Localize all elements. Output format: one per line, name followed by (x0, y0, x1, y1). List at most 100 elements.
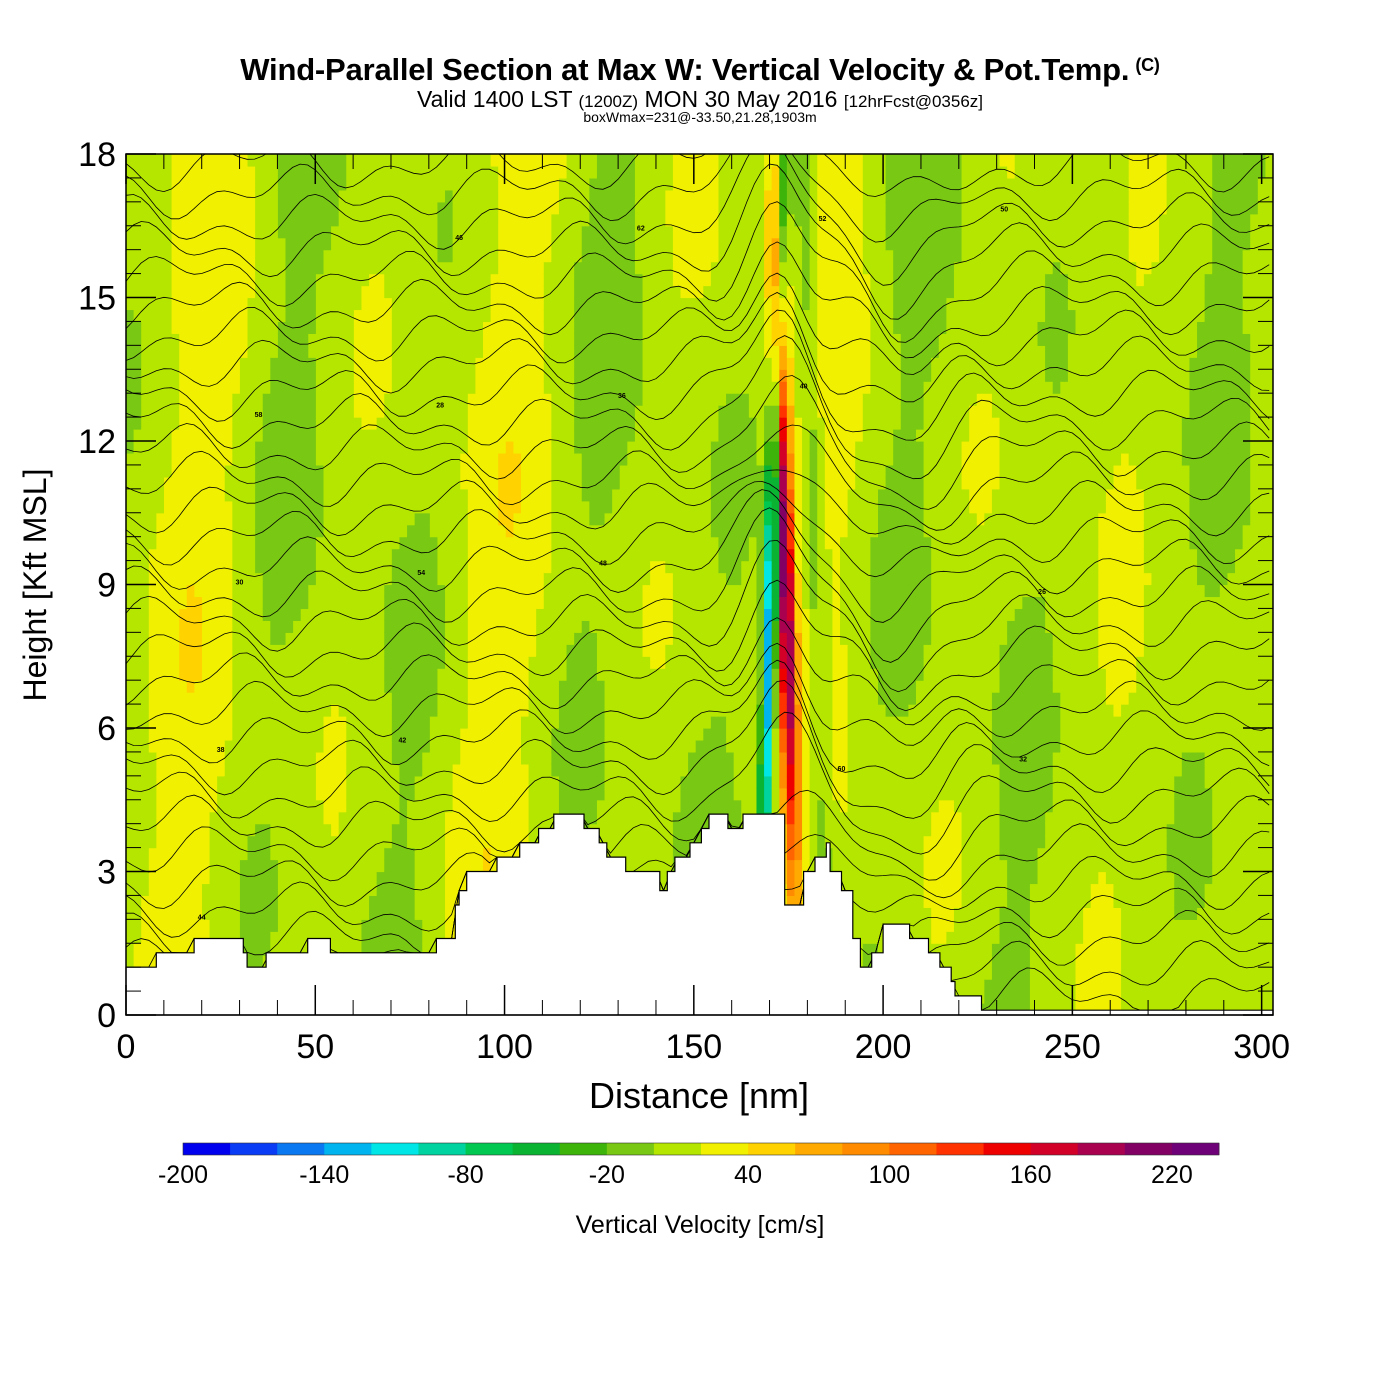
velocity-cell (308, 405, 317, 418)
velocity-cell (581, 584, 590, 598)
velocity-cell (285, 656, 294, 669)
velocity-cell (255, 441, 264, 454)
velocity-cell (574, 632, 583, 645)
velocity-cell (429, 728, 439, 741)
velocity-cell (277, 285, 287, 299)
velocity-cell (384, 620, 393, 633)
velocity-cell (270, 369, 279, 382)
velocity-cell (467, 405, 477, 418)
velocity-cell (574, 345, 583, 358)
velocity-cell (619, 464, 628, 478)
velocity-cell (277, 464, 287, 478)
velocity-cell (498, 632, 507, 645)
velocity-cell (308, 177, 317, 191)
velocity-cell (581, 452, 590, 466)
velocity-cell (528, 656, 537, 669)
velocity-cell (543, 488, 552, 502)
velocity-cell (483, 237, 492, 251)
velocity-cell (353, 213, 363, 227)
velocity-cell (513, 345, 522, 358)
velocity-cell (558, 596, 568, 610)
velocity-cell (642, 811, 651, 825)
velocity-cell (194, 464, 203, 478)
velocity-cell (551, 680, 560, 693)
velocity-cell (148, 309, 157, 323)
velocity-cell (369, 608, 378, 621)
velocity-cell (239, 512, 249, 526)
velocity-cell (399, 154, 408, 167)
velocity-cell (232, 393, 241, 406)
velocity-cell (627, 285, 636, 299)
velocity-cell (437, 261, 446, 275)
velocity-cell (224, 512, 233, 526)
velocity-cell (255, 859, 264, 873)
velocity-cell (163, 345, 173, 358)
velocity-cell (285, 213, 294, 227)
velocity-cell (414, 620, 423, 633)
velocity-cell (429, 704, 439, 717)
velocity-cell (346, 632, 355, 645)
velocity-cell (194, 213, 203, 227)
velocity-cell (399, 476, 408, 490)
velocity-cell (331, 584, 340, 598)
velocity-cell (353, 728, 363, 741)
velocity-cell (483, 213, 492, 227)
velocity-cell (262, 381, 271, 394)
velocity-cell (407, 596, 416, 610)
velocity-cell (293, 763, 302, 777)
velocity-cell (361, 608, 370, 621)
velocity-cell (467, 859, 477, 873)
velocity-cell (384, 692, 393, 705)
velocity-cell (186, 823, 195, 837)
velocity-cell (467, 500, 477, 514)
velocity-cell (407, 154, 416, 167)
velocity-cell (353, 225, 363, 239)
velocity-cell (589, 165, 598, 179)
velocity-cell (346, 476, 355, 490)
velocity-cell (589, 309, 598, 323)
velocity-cell (171, 847, 180, 861)
velocity-cell (627, 417, 636, 430)
velocity-cell (384, 500, 393, 514)
velocity-cell (483, 560, 492, 574)
velocity-cell (255, 357, 264, 370)
velocity-cell (574, 787, 583, 801)
velocity-cell (604, 261, 613, 275)
velocity-cell (475, 500, 484, 514)
velocity-cell (323, 237, 332, 251)
velocity-cell (300, 524, 309, 538)
velocity-cell (520, 213, 530, 227)
velocity-cell (376, 237, 385, 251)
velocity-cell (513, 154, 522, 167)
velocity-cell (171, 919, 180, 932)
velocity-cell (642, 644, 651, 657)
velocity-cell (315, 596, 325, 610)
velocity-cell (399, 572, 408, 586)
velocity-cell (255, 656, 264, 669)
velocity-cell (566, 524, 575, 538)
velocity-cell (163, 883, 173, 897)
velocity-cell (551, 201, 560, 215)
velocity-cell (239, 572, 249, 586)
velocity-cell (163, 644, 173, 657)
velocity-cell (141, 201, 150, 215)
velocity-cell (308, 931, 317, 944)
velocity-cell (437, 811, 446, 825)
velocity-cell (407, 285, 416, 299)
velocity-cell (239, 883, 249, 897)
velocity-cell (581, 154, 590, 167)
velocity-cell (414, 405, 423, 418)
velocity-cell (209, 273, 218, 287)
velocity-cell (133, 441, 142, 454)
velocity-cell (619, 309, 628, 323)
velocity-cell (201, 512, 211, 526)
velocity-cell (376, 728, 385, 741)
velocity-cell (217, 189, 226, 203)
velocity-cell (475, 799, 484, 813)
velocity-cell (528, 225, 537, 239)
velocity-cell (490, 704, 499, 717)
velocity-cell (369, 452, 378, 466)
velocity-cell (353, 584, 363, 598)
velocity-cell (179, 763, 188, 777)
velocity-cell (452, 369, 461, 382)
